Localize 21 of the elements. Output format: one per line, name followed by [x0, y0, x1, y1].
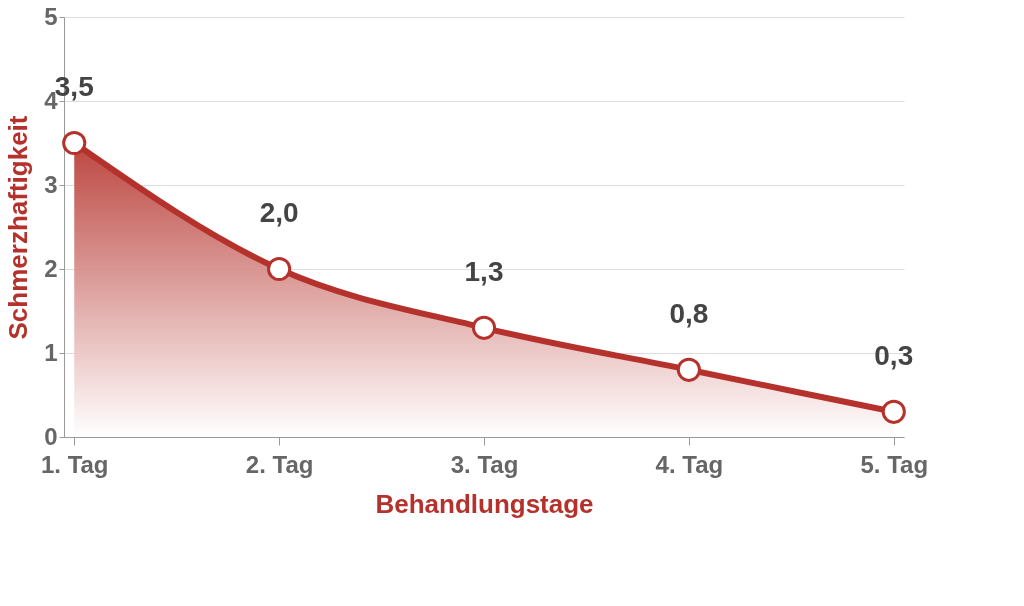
point [471, 315, 497, 340]
data-label: 0,8 [669, 297, 709, 329]
y-axis-title: Schmerzhaftigkeit [3, 115, 34, 340]
x-axis-title: Behandlungstage [375, 488, 594, 519]
y-tick-label: 0 [44, 422, 58, 450]
x-tick-label: 5. Tag [860, 450, 929, 478]
x-tick-label: 3. Tag [450, 450, 519, 478]
x-tick-label: 2. Tag [245, 450, 314, 478]
y-tick-label: 1 [44, 338, 58, 366]
x-tick-label: 4. Tag [655, 450, 724, 478]
data-label: 0,3 [874, 339, 914, 371]
y-tick-label: 2 [44, 254, 58, 282]
data-label: 1,3 [464, 255, 504, 287]
point [267, 256, 292, 282]
x-tick-label: 1. Tag [40, 450, 109, 478]
y-tick-label: 5 [44, 2, 58, 30]
point [881, 399, 906, 424]
point [62, 130, 87, 156]
data-label: 2,0 [259, 197, 299, 228]
y-tick-label: 3 [44, 170, 58, 198]
point [676, 357, 701, 382]
